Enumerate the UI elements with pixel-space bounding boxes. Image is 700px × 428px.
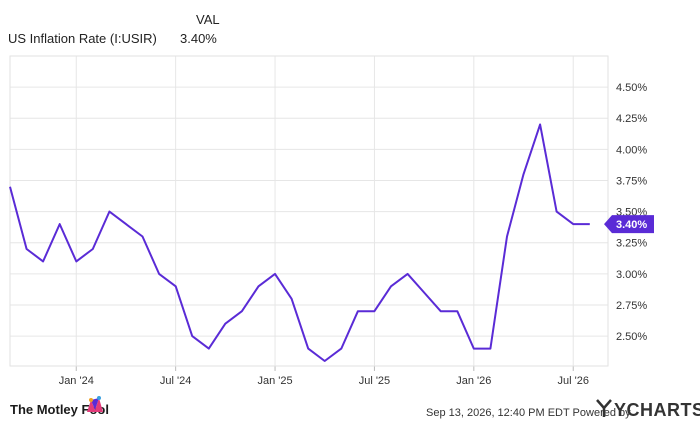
y-tick-label: 3.75% xyxy=(616,175,647,187)
series-line xyxy=(9,123,590,362)
y-tick-label: 3.25% xyxy=(616,238,647,250)
y-tick-label: 4.00% xyxy=(616,144,647,156)
timestamp-powered-by: Sep 13, 2026, 12:40 PM EDT Powered by xyxy=(426,407,631,419)
last-value-label: 3.40% xyxy=(616,219,647,231)
ycharts-logo-icon xyxy=(596,399,612,417)
y-axis-tick-labels: 2.50%2.75%3.00%3.25%3.50%3.75%4.00%4.25%… xyxy=(616,82,647,343)
x-tick-label: Jan '24 xyxy=(59,375,94,387)
legend-series-value: 3.40% xyxy=(180,31,217,46)
y-tick-label: 4.50% xyxy=(616,82,647,94)
x-tick-label: Jul '26 xyxy=(557,375,588,387)
x-tick-label: Jul '25 xyxy=(359,375,390,387)
jester-hat-icon xyxy=(87,396,103,412)
line-chart: 2.50%2.75%3.00%3.25%3.50%3.75%4.00%4.25%… xyxy=(9,55,654,387)
plot-frame xyxy=(9,55,609,367)
motley-fool-brand: The Motley Fool xyxy=(10,402,109,417)
legend-value-header: VAL xyxy=(196,12,220,27)
x-tick-label: Jan '26 xyxy=(456,375,491,387)
x-axis-tick-labels: Jan '24 Jul '24 Jan '25 Jul '25 Jan '26 Jul '… xyxy=(59,375,589,387)
horizontal-gridlines xyxy=(10,86,608,337)
y-tick-label: 2.75% xyxy=(616,300,647,312)
legend-series-name: US Inflation Rate (I:USIR) xyxy=(8,31,157,46)
x-tick-label: Jan '25 xyxy=(257,375,292,387)
vertical-gridlines xyxy=(75,56,574,371)
footer: The Motley Fool Sep 13, 2026, 12:40 PM E… xyxy=(0,392,700,428)
last-value-badge-shape xyxy=(604,215,654,234)
ycharts-brand: YCHARTS xyxy=(614,400,700,420)
last-value-badge: 3.40% xyxy=(604,215,654,234)
y-tick-label: 2.50% xyxy=(616,331,647,343)
y-tick-label: 4.25% xyxy=(616,113,647,125)
x-tick-label: Jul '24 xyxy=(160,375,191,387)
y-tick-label: 3.00% xyxy=(616,269,647,281)
